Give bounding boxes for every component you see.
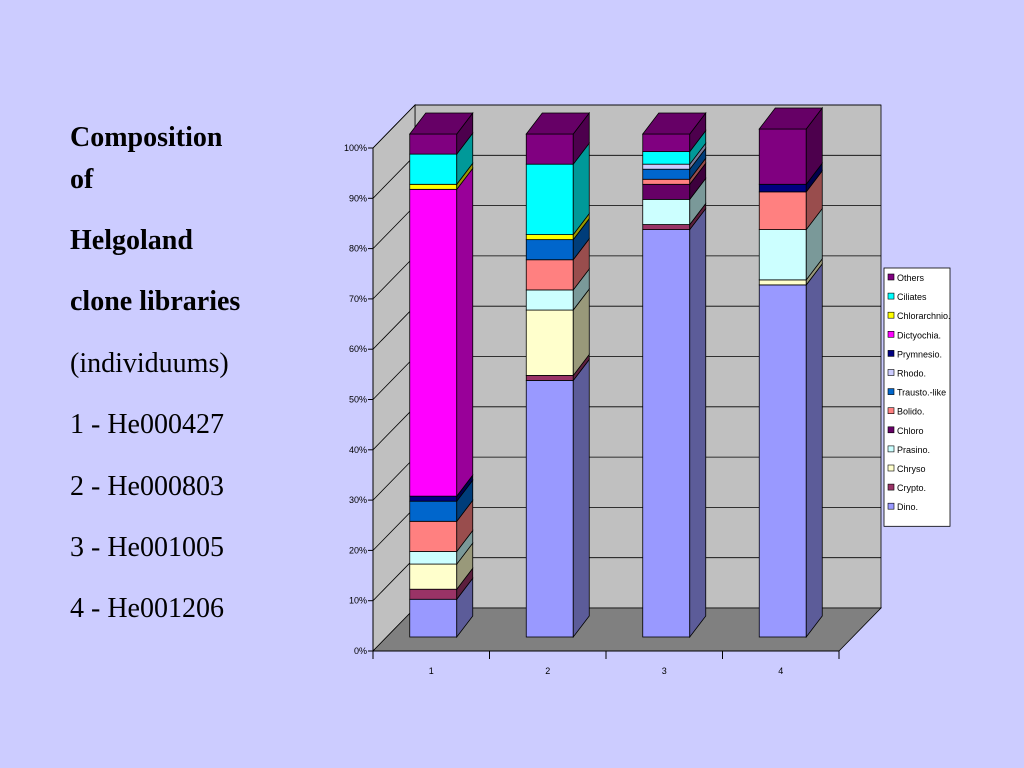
y-tick-label: 50% bbox=[349, 395, 367, 405]
bar-segment bbox=[409, 588, 458, 600]
bar-top bbox=[525, 112, 591, 135]
legend-label: Bolido. bbox=[897, 407, 925, 417]
y-tick-label: 40% bbox=[349, 445, 367, 455]
legend-swatch bbox=[887, 273, 895, 281]
bar-segment-side bbox=[572, 358, 590, 639]
legend-label: Others bbox=[897, 273, 925, 283]
legend-swatch bbox=[887, 407, 895, 415]
bar-segment bbox=[409, 520, 458, 552]
x-tick-label: 3 bbox=[662, 666, 667, 676]
bar-segment bbox=[525, 289, 574, 311]
bar-segment bbox=[758, 183, 807, 193]
bar-segment bbox=[642, 183, 691, 200]
bar-segment bbox=[525, 375, 574, 381]
y-tick-label: 70% bbox=[349, 294, 367, 304]
bar-segment bbox=[758, 284, 807, 638]
bar-segment bbox=[525, 163, 574, 235]
bar-segment bbox=[409, 183, 458, 190]
bar-segment bbox=[758, 229, 807, 281]
legend-swatch bbox=[887, 502, 895, 510]
bar-segment bbox=[758, 191, 807, 230]
bar-segment bbox=[525, 234, 574, 241]
bar-segment bbox=[525, 259, 574, 291]
library-label: 4 - He001206 bbox=[70, 593, 224, 624]
subtitle: (individuums) bbox=[70, 348, 229, 379]
bar-top bbox=[758, 107, 824, 130]
bar-segment bbox=[525, 380, 574, 638]
bar-top bbox=[641, 112, 707, 135]
legend-swatch bbox=[887, 292, 895, 300]
x-tick-label: 4 bbox=[778, 666, 783, 676]
bar-segment bbox=[409, 153, 458, 185]
library-label: 1 - He000427 bbox=[70, 409, 224, 440]
bar-segment bbox=[642, 178, 691, 185]
bar-segment bbox=[642, 224, 691, 230]
legend-label: Dino. bbox=[897, 502, 918, 512]
legend-swatch bbox=[887, 311, 895, 319]
library-label: 3 - He001005 bbox=[70, 532, 224, 563]
bar-segment-side bbox=[456, 167, 474, 498]
legend-swatch bbox=[887, 464, 895, 472]
y-tick-label: 10% bbox=[349, 596, 367, 606]
legend-swatch bbox=[887, 369, 895, 376]
bar-top bbox=[408, 112, 474, 135]
bar-segment-side bbox=[805, 262, 823, 639]
bar-segment bbox=[642, 198, 691, 225]
legend-swatch bbox=[887, 330, 895, 338]
title-line: of bbox=[70, 164, 94, 195]
title-line: clone libraries bbox=[70, 286, 241, 317]
bar-segment bbox=[642, 163, 691, 170]
bar-segment bbox=[642, 168, 691, 180]
legend-label: Trausto.-like bbox=[897, 388, 946, 398]
bar-segment bbox=[409, 188, 458, 497]
legend-label: Prymnesio. bbox=[897, 349, 942, 359]
legend-label: Chryso bbox=[897, 464, 926, 474]
bar-segment bbox=[525, 133, 574, 165]
y-tick-label: 90% bbox=[349, 193, 367, 203]
bar-segment bbox=[758, 128, 807, 185]
y-tick-label: 80% bbox=[349, 244, 367, 254]
x-tick-label: 1 bbox=[429, 666, 434, 676]
bar-segment bbox=[409, 551, 458, 565]
bar-segment bbox=[409, 563, 458, 590]
legend-label: Prasino. bbox=[897, 445, 930, 455]
bar-segment bbox=[758, 279, 807, 286]
title-line: Composition bbox=[70, 122, 223, 153]
legend-swatch bbox=[887, 388, 895, 395]
bar-segment bbox=[642, 151, 691, 165]
bar-segment bbox=[409, 133, 458, 155]
y-tick-label: 30% bbox=[349, 495, 367, 505]
legend-swatch bbox=[887, 445, 895, 453]
x-tick-label: 2 bbox=[545, 666, 550, 676]
bar-segment bbox=[525, 239, 574, 261]
legend bbox=[883, 267, 951, 527]
title-line: Helgoland bbox=[70, 225, 193, 256]
bar-segment bbox=[642, 133, 691, 153]
legend-swatch bbox=[887, 350, 895, 357]
legend-label: Dictyochia. bbox=[897, 330, 941, 340]
bar-segment bbox=[409, 495, 458, 502]
bar-segment-side bbox=[689, 207, 707, 639]
y-tick-label: 20% bbox=[349, 545, 367, 555]
bar-segment bbox=[642, 229, 691, 638]
legend-label: Rhodo. bbox=[897, 369, 926, 379]
bar-segment bbox=[409, 500, 458, 522]
gridline bbox=[372, 104, 881, 149]
legend-swatch bbox=[887, 426, 895, 434]
legend-label: Chloro bbox=[897, 426, 924, 436]
y-tick-label: 0% bbox=[354, 646, 367, 656]
legend-label: Chlorarchnio. bbox=[897, 311, 951, 321]
legend-label: Ciliates bbox=[897, 292, 927, 302]
library-label: 2 - He000803 bbox=[70, 471, 224, 502]
y-tick-label: 100% bbox=[344, 143, 367, 153]
bar-segment bbox=[525, 309, 574, 376]
y-tick-label: 60% bbox=[349, 344, 367, 354]
legend-label: Crypto. bbox=[897, 483, 926, 493]
legend-swatch bbox=[887, 483, 895, 491]
bar-segment bbox=[409, 598, 458, 638]
